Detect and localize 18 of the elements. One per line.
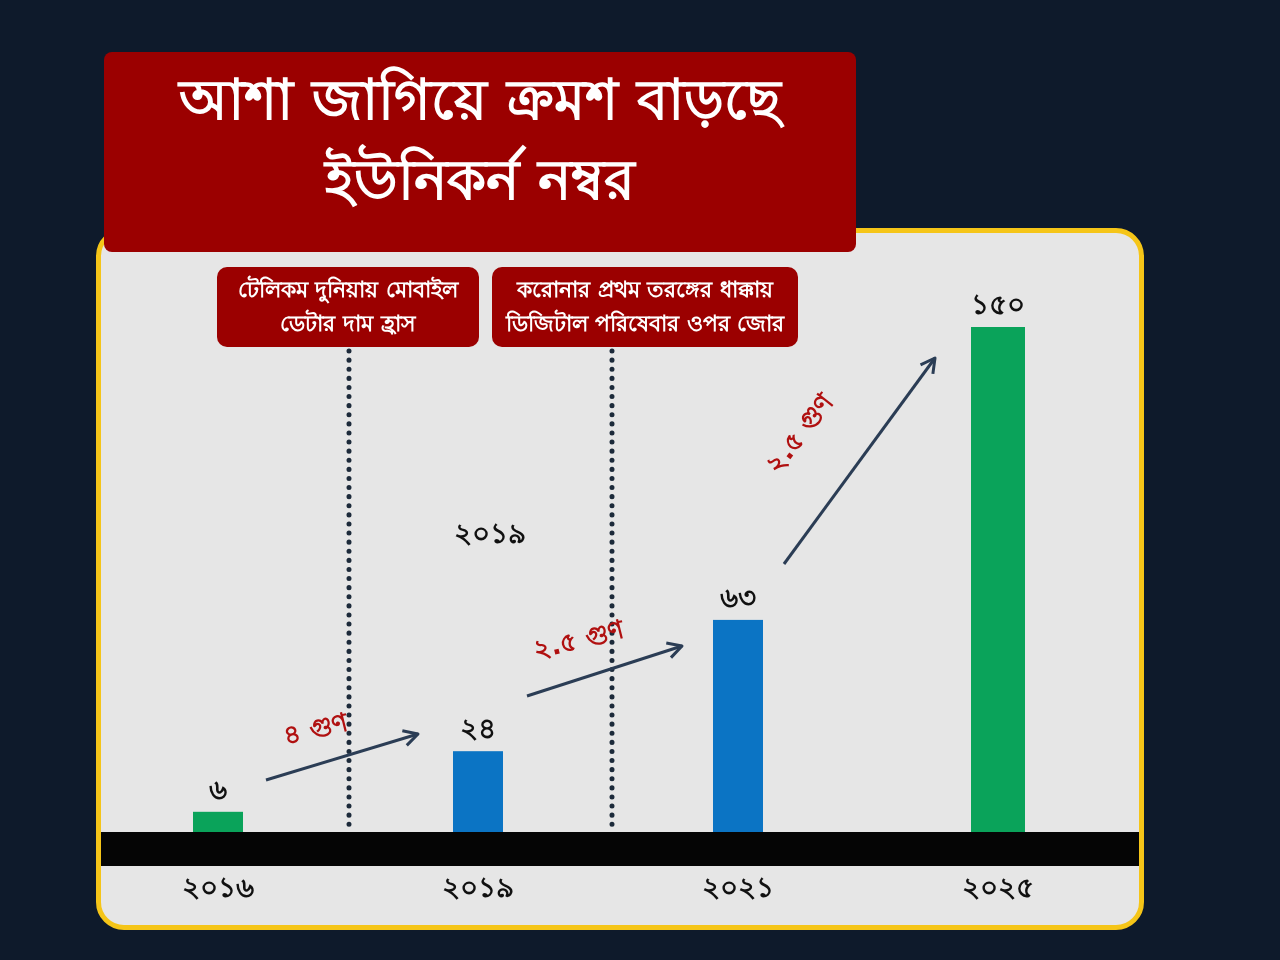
data-label: ২৪	[459, 711, 497, 748]
annotation: টেলিকম দুনিয়ায় মোবাইল ডেটার দাম হ্রাস	[217, 267, 479, 347]
bar	[713, 619, 763, 832]
x-tick-label: ২০২১	[701, 870, 775, 906]
annotation: ২.৫ গুণ	[758, 386, 841, 481]
annotation: ২.৫ গুণ	[529, 612, 629, 668]
bar	[193, 811, 243, 832]
data-label: ৬৩	[719, 579, 757, 616]
data-label: ১৫০	[970, 287, 1026, 323]
chart-title: আশা জাগিয়ে ক্রমশ বাড়ছে ইউনিকর্ন নম্বর	[104, 52, 856, 252]
x-tick-label: ২০১৯	[441, 870, 515, 906]
data-label: ৬	[208, 771, 228, 808]
bar	[453, 751, 503, 832]
annotation: করোনার প্রথম তরঙ্গের ধাক্কায় ডিজিটাল পরিষেবার ওপর জোর	[492, 267, 798, 347]
x-tick-label: ২০২৫	[961, 870, 1035, 906]
annotation: ২০১৯	[453, 516, 527, 552]
x-tick-label: ২০১৬	[181, 870, 255, 906]
annotation: ৪ গুণ	[279, 705, 352, 754]
